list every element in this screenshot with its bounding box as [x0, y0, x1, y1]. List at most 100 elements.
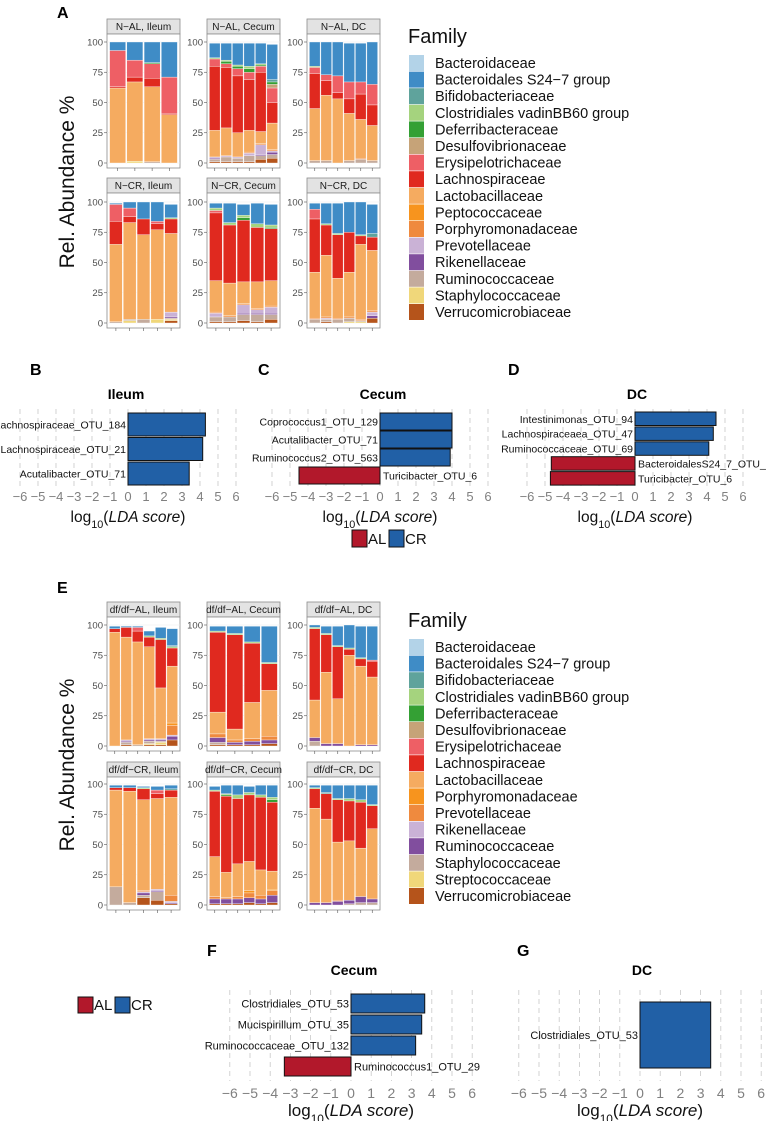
y-tick-label: 25 — [292, 128, 303, 139]
legend-item: Prevotellaceae — [409, 237, 531, 255]
y-tick-label: 50 — [292, 840, 303, 851]
x-tick-label: 5 — [448, 1085, 456, 1101]
bar-segment — [332, 646, 344, 699]
x-tick-label: 5 — [721, 489, 728, 504]
bar-segment — [236, 281, 251, 304]
bar-segment — [223, 316, 237, 322]
bar-segment — [150, 786, 164, 791]
legend-item: Staphylococcaceae — [409, 287, 561, 304]
stacked-bar — [266, 785, 278, 906]
x-tick-label: 3 — [430, 489, 437, 504]
bar-segment — [266, 799, 278, 803]
bar-segment — [309, 272, 321, 319]
bar-segment — [209, 626, 226, 632]
stacked-bar — [123, 201, 137, 324]
y-tick-label: 25 — [192, 128, 203, 139]
stacked-bar — [320, 626, 332, 747]
otu-label: Mucispirillum_OTU_35 — [238, 1020, 349, 1032]
legend-item: Streptococcaceae — [409, 871, 551, 888]
bar-segment — [243, 897, 255, 903]
x-tick-label: −4 — [262, 1085, 278, 1101]
legend-item: Lachnospiraceae — [409, 755, 545, 772]
bar-segment — [220, 903, 232, 906]
bar-segment — [232, 156, 244, 159]
legend-label: Erysipelotrichaceae — [435, 740, 562, 756]
bar-segment — [143, 161, 161, 164]
legend-swatch — [409, 788, 424, 805]
x-tick-label: −1 — [323, 1085, 339, 1101]
bar-segment — [309, 73, 321, 109]
y-tick-label: 75 — [192, 228, 203, 239]
otu-label: Lachnospiraceaea_OTU_47 — [502, 429, 633, 441]
bar-segment — [266, 797, 278, 800]
bar-segment — [223, 321, 237, 324]
x-tick-label: −2 — [337, 489, 352, 504]
x-tick-label: 1 — [649, 489, 656, 504]
bar-segment — [343, 232, 355, 273]
bar-segment — [332, 278, 344, 319]
y-tick-label: 50 — [192, 681, 203, 692]
bar-segment — [243, 151, 255, 154]
x-tick-label: 0 — [124, 489, 131, 504]
stacked-bar — [366, 626, 378, 747]
y-tick-label: 0 — [298, 318, 303, 329]
facet: N−CR, DC 0 25 50 75 100 — [287, 177, 381, 331]
bar-segment — [243, 641, 261, 644]
bar-segment — [136, 201, 151, 220]
lda-bar — [350, 993, 426, 1014]
bar-segment — [161, 76, 178, 114]
y-tick-label: 100 — [87, 197, 103, 208]
x-tick-label: 2 — [388, 1085, 396, 1101]
bar-segment — [343, 201, 355, 233]
x-tick-label: −3 — [571, 1085, 587, 1101]
bar-segment — [366, 626, 378, 661]
x-tick-label: −2 — [85, 489, 100, 504]
bar-segment — [366, 84, 378, 106]
bar-segment — [264, 313, 278, 315]
bar-segment — [320, 255, 332, 318]
bar-segment — [255, 159, 267, 164]
legend-swatch — [409, 838, 424, 855]
x-tick-label: 5 — [737, 1085, 745, 1101]
legend-swatch — [409, 104, 424, 121]
bar-segment — [332, 785, 344, 799]
bar-segment — [232, 157, 244, 162]
group-label: AL — [368, 531, 386, 548]
legend-swatch — [409, 722, 424, 738]
y-tick-label: 0 — [298, 741, 303, 752]
bar-segment — [266, 890, 278, 896]
lda-bar-CR: Clostridiales_OTU_53 — [530, 1001, 712, 1069]
bar-segment — [164, 902, 178, 904]
legend-swatch — [409, 254, 424, 271]
bar-segment — [209, 791, 221, 857]
lda-bar-CR: Lachnospiraceae_OTU_184 — [0, 412, 206, 437]
stacked-bar — [164, 785, 178, 906]
bar-segment — [143, 86, 161, 162]
legend-swatch — [409, 221, 424, 237]
legend-label: Desulfovibrionaceae — [435, 139, 566, 155]
x-axis-title-part: log — [71, 509, 92, 526]
x-tick-label: 3 — [697, 1085, 705, 1101]
legend-item: Verrucomicrobiaceae — [409, 304, 571, 321]
bar-segment — [161, 113, 178, 115]
bar-segment — [261, 739, 278, 744]
stacked-bar — [243, 626, 261, 747]
group-label: AL — [94, 997, 112, 1014]
x-tick-label: 1 — [394, 489, 401, 504]
bar-segment — [366, 898, 378, 903]
x-axis-title: log10(LDA score) — [578, 509, 693, 531]
stacked-bar — [209, 203, 223, 324]
stacked-bar — [332, 785, 344, 906]
otu-label: Intestinimonas_OTU_94 — [520, 414, 633, 426]
legend-item: Bifidobacteriaceae — [409, 672, 554, 689]
x-tick-label: 6 — [757, 1085, 765, 1101]
y-tick-label: 0 — [298, 158, 303, 169]
y-tick-label: 25 — [92, 288, 103, 299]
bar-segment — [320, 224, 332, 256]
stacked-bar — [320, 41, 332, 164]
x-axis-title-part: LDA score — [360, 509, 432, 526]
bar-segment — [243, 740, 261, 745]
legend-label: Verrucomicrobiaceae — [435, 889, 571, 905]
x-tick-label: −5 — [531, 1085, 547, 1101]
y-tick-label: 75 — [292, 68, 303, 79]
